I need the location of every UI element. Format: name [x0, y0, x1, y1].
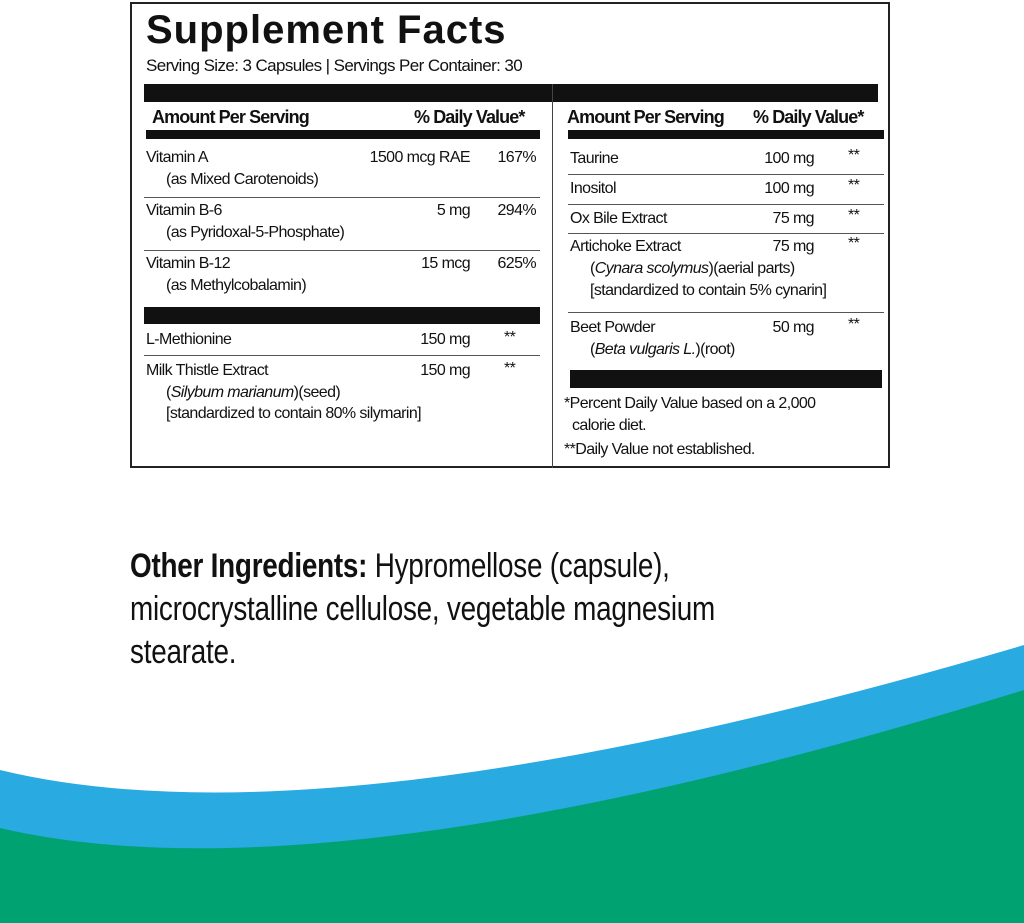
- nutrient-source: (as Mixed Carotenoids): [166, 171, 319, 188]
- right-header-amount: Amount Per Serving: [567, 107, 725, 127]
- row-divider: [144, 355, 540, 356]
- row-divider: [144, 197, 540, 198]
- nutrient-amount: 100 mg: [764, 180, 814, 197]
- left-header-dv: % Daily Value*: [414, 107, 525, 127]
- standardization: [standardized to contain 80% silymarin]: [166, 405, 422, 422]
- other-ingredients-text: Hypromellose (capsule), microcrystalline…: [130, 547, 716, 671]
- nutrient-source: (Silybum marianum)(seed): [166, 384, 341, 401]
- nutrient-name: Ox Bile Extract: [570, 210, 667, 227]
- row-divider: [568, 233, 884, 234]
- nutrient-dv: **: [848, 147, 860, 164]
- nutrient-name: Milk Thistle Extract: [146, 362, 269, 379]
- nutrient-name: Vitamin A: [146, 149, 209, 166]
- other-ingredients: Other Ingredients: Hypromellose (capsule…: [130, 545, 802, 674]
- nutrient-name: Artichoke Extract: [570, 238, 681, 255]
- nutrient-amount: 75 mg: [772, 210, 815, 227]
- divider-bar: [144, 307, 540, 324]
- left-header-amount: Amount Per Serving: [152, 107, 310, 127]
- footnote-not-established: **Daily Value not established.: [564, 441, 755, 458]
- other-ingredients-label: Other Ingredients:: [130, 547, 368, 585]
- nutrient-amount: 1500 mcg RAE: [369, 149, 471, 166]
- right-header-dv: % Daily Value*: [753, 107, 864, 127]
- nutrient-amount: 15 mcg: [421, 255, 470, 272]
- nutrient-amount: 150 mg: [420, 362, 470, 379]
- nutrient-dv: **: [848, 177, 860, 194]
- plant-part: (seed): [298, 384, 341, 401]
- column-divider: [552, 84, 553, 468]
- nutrient-dv: 167%: [497, 149, 536, 166]
- nutrient-name: Taurine: [570, 150, 619, 167]
- row-divider: [144, 250, 540, 251]
- divider-bar: [568, 130, 884, 139]
- plant-part: (aerial parts): [713, 260, 795, 277]
- nutrient-dv: **: [848, 207, 860, 224]
- nutrient-source: (Cynara scolymus)(aerial parts): [590, 260, 795, 277]
- nutrient-source: (as Methylcobalamin): [166, 277, 307, 294]
- divider-bar: [570, 370, 882, 388]
- divider-bar: [146, 130, 540, 139]
- nutrient-dv: **: [848, 235, 860, 252]
- serving-info: Serving Size: 3 Capsules | Servings Per …: [146, 56, 523, 75]
- row-divider: [568, 312, 884, 313]
- nutrient-source: (Beta vulgaris L.)(root): [590, 341, 735, 358]
- plant-part: (root): [700, 341, 735, 358]
- nutrient-dv: 625%: [497, 255, 536, 272]
- row-divider: [568, 174, 884, 175]
- supplement-facts-panel: Supplement Facts Serving Size: 3 Capsule…: [130, 2, 890, 468]
- row-divider: [568, 204, 884, 205]
- nutrient-dv: **: [848, 316, 860, 333]
- nutrient-name: Vitamin B-12: [146, 255, 231, 272]
- nutrient-amount: 75 mg: [772, 238, 815, 255]
- nutrient-dv: **: [504, 329, 516, 346]
- nutrient-name: Beet Powder: [570, 319, 656, 336]
- latin-name: Cynara scolymus: [594, 260, 709, 277]
- nutrient-source: (as Pyridoxal-5-Phosphate): [166, 224, 345, 241]
- nutrient-amount: 150 mg: [420, 331, 470, 348]
- footnote-dv: *Percent Daily Value based on a 2,000: [564, 395, 816, 412]
- nutrient-amount: 5 mg: [436, 202, 471, 219]
- green-wave: [0, 690, 1024, 923]
- footnote-dv-cont: calorie diet.: [572, 417, 647, 434]
- panel-title: Supplement Facts: [146, 8, 507, 52]
- latin-name: Beta vulgaris L.: [594, 341, 696, 358]
- latin-name: Silybum marianum: [170, 384, 294, 401]
- nutrient-amount: 100 mg: [764, 150, 814, 167]
- nutrient-name: Vitamin B-6: [146, 202, 222, 219]
- nutrient-name: L-Methionine: [146, 331, 232, 348]
- standardization: [standardized to contain 5% cynarin]: [590, 282, 827, 299]
- nutrient-amount: 50 mg: [772, 319, 815, 336]
- divider-bar: [144, 84, 878, 102]
- nutrient-dv: **: [504, 360, 516, 377]
- nutrient-name: Inositol: [570, 180, 617, 197]
- nutrient-dv: 294%: [497, 202, 536, 219]
